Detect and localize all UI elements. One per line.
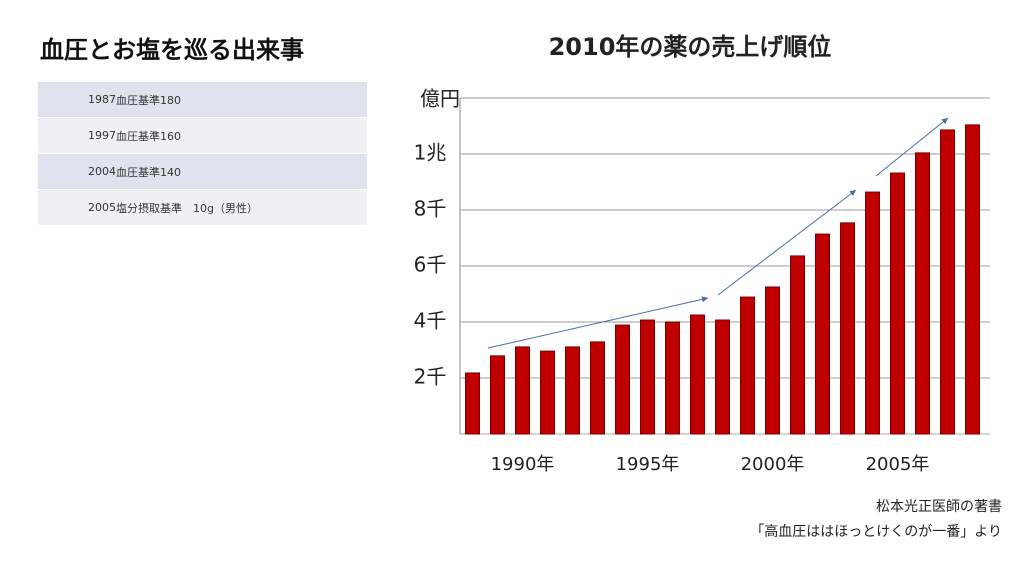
bar: [815, 233, 830, 435]
y-axis-label: 億円: [420, 87, 460, 111]
bar: [690, 314, 705, 435]
left-title: 血圧とお塩を巡る出来事: [40, 36, 304, 64]
bar: [640, 319, 655, 435]
event-table: 1987 血圧基準180 1997 血圧基準160 2004 血圧基準140 2005 塩分摂…: [38, 82, 367, 226]
table-row: 1997 血圧基準160: [38, 117, 367, 154]
year-cell: 2004: [38, 153, 116, 190]
trend-arrow: [717, 189, 857, 296]
x-tick-label: 1995年: [616, 454, 680, 475]
bar: [890, 172, 905, 435]
bar: [615, 324, 630, 435]
trend-arrow: [875, 117, 949, 177]
bar: [765, 286, 780, 435]
y-tick-label: 8千: [414, 197, 447, 221]
bar: [490, 355, 505, 435]
bar: [515, 346, 530, 435]
plot: 2千 4千 6千 8千 1兆 1990年 1995年 2000年 2005年: [414, 124, 990, 475]
x-tick-label: 2000年: [741, 454, 805, 475]
bar: [965, 124, 980, 435]
trend-arrows: [487, 117, 949, 349]
source-line: 松本光正医師の著書: [876, 499, 1002, 515]
event-cell: 血圧基準160: [116, 117, 367, 154]
bar: [465, 372, 480, 435]
x-tick-label: 2005年: [866, 454, 930, 475]
bar: [540, 350, 555, 435]
bar: [840, 222, 855, 435]
chart-title: 2010年の薬の売上げ順位: [549, 33, 832, 61]
year-cell: 1987: [38, 82, 116, 118]
y-tick-label: 1兆: [414, 141, 447, 165]
event-cell: 塩分摂取基準 10g（男性）: [116, 189, 367, 226]
bar: [865, 191, 880, 435]
bar: [940, 129, 955, 435]
y-tick-label: 2千: [414, 365, 447, 389]
event-cell: 血圧基準180: [116, 82, 367, 118]
year-cell: 2005: [38, 189, 116, 226]
trend-arrow: [487, 296, 709, 349]
year-cell: 1997: [38, 117, 116, 154]
bar: [790, 255, 805, 435]
y-tick-label: 4千: [414, 309, 447, 333]
table-row: 2005 塩分摂取基準 10g（男性）: [38, 189, 367, 226]
x-tick-label: 1990年: [491, 454, 555, 475]
bar: [565, 346, 580, 435]
table-row: 1987 血圧基準180: [38, 82, 367, 118]
bar: [665, 321, 680, 435]
source-line: 「高血圧ははほっとけくのが一番」より: [750, 524, 1002, 540]
bar: [740, 296, 755, 435]
table-row: 2004 血圧基準140: [38, 153, 367, 190]
bar: [590, 341, 605, 435]
y-tick-label: 6千: [414, 253, 447, 277]
event-cell: 血圧基準140: [116, 153, 367, 190]
bar: [715, 319, 730, 435]
bar: [915, 152, 930, 435]
